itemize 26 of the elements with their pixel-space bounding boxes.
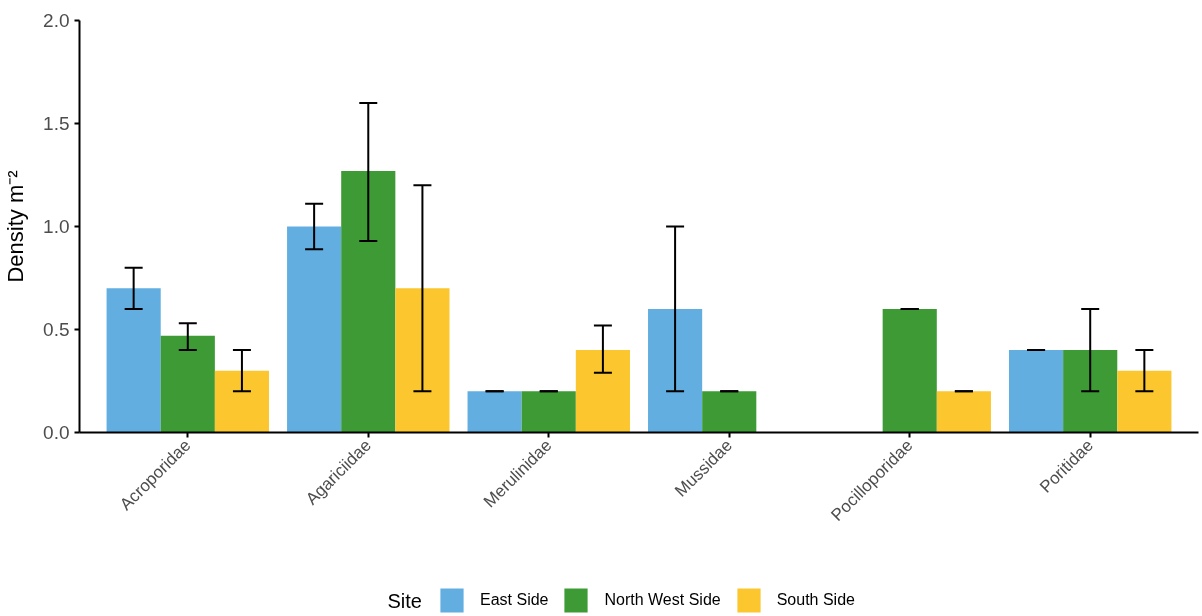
bar <box>575 350 630 433</box>
legend-label: South Side <box>776 591 855 609</box>
legend-label: East Side <box>480 591 549 609</box>
bar <box>521 391 576 433</box>
y-axis-title: Density m⁻² <box>3 170 29 283</box>
y-tick-label: 0.0 <box>43 422 70 443</box>
bar <box>214 370 270 433</box>
bar <box>160 335 215 433</box>
y-tick-label: 0.5 <box>43 319 70 340</box>
bar <box>1008 350 1064 433</box>
bar <box>467 391 522 433</box>
y-tick-label: 1.0 <box>43 216 70 237</box>
bar <box>1117 370 1172 433</box>
legend-label: North West Side <box>604 591 721 609</box>
bar <box>882 308 937 433</box>
y-tick-label: 2.0 <box>43 10 70 31</box>
bar <box>106 288 161 433</box>
bar <box>1063 350 1118 433</box>
bar <box>341 170 396 433</box>
bar <box>287 226 342 433</box>
legend-title: Site <box>387 589 422 612</box>
bar <box>702 391 757 433</box>
bar <box>936 391 991 433</box>
y-tick-label: 1.5 <box>43 113 70 134</box>
bar <box>648 308 703 433</box>
bar <box>395 288 450 433</box>
